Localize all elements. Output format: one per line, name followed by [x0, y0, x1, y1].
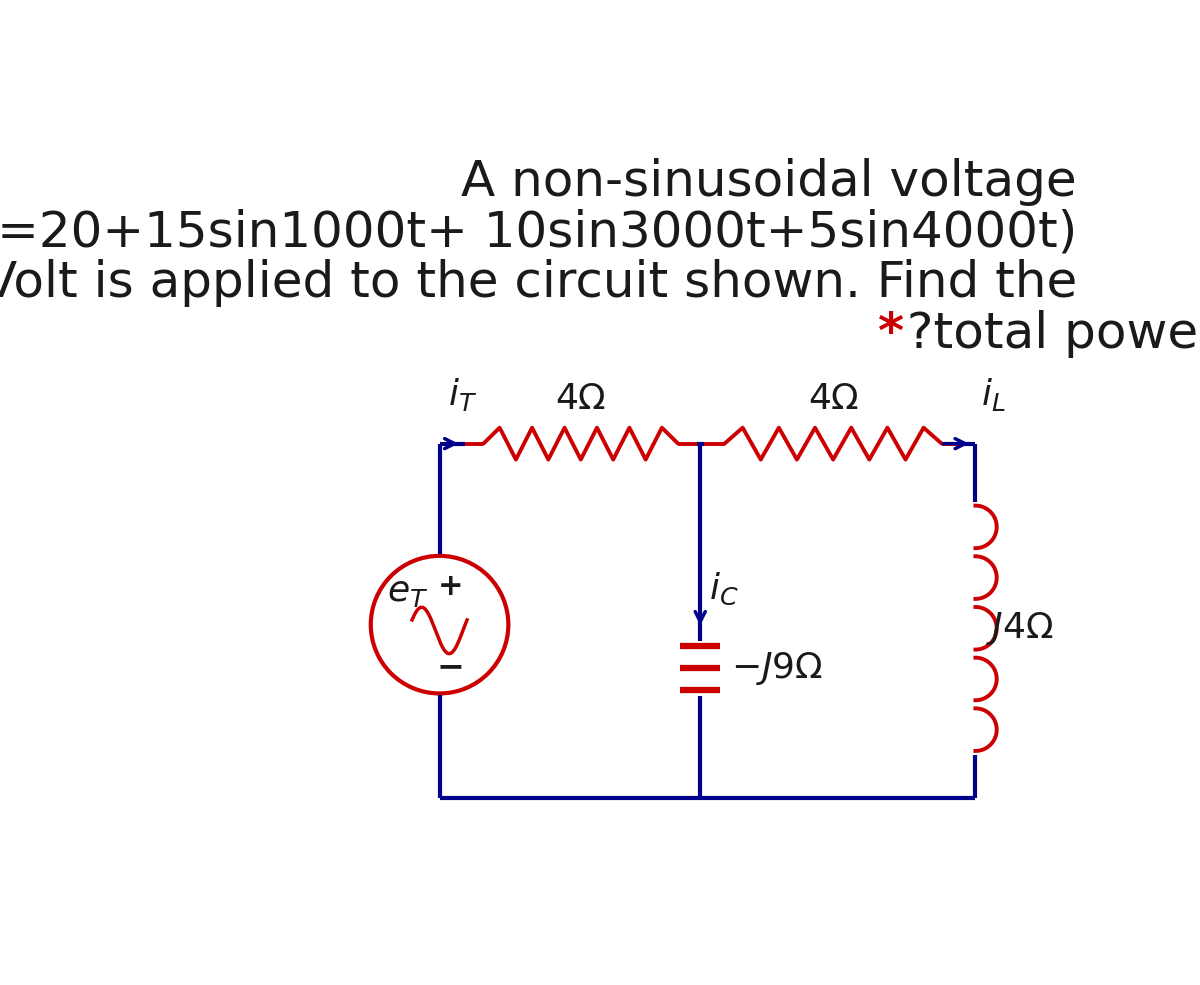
Text: (e=20+15sin1000t+ 10sin3000t+5sin4000t): (e=20+15sin1000t+ 10sin3000t+5sin4000t) [0, 208, 1076, 256]
Text: $4\Omega$: $4\Omega$ [808, 382, 859, 416]
Text: $i_C$: $i_C$ [709, 570, 738, 607]
Text: +: + [438, 572, 463, 602]
Text: $i_T$: $i_T$ [449, 376, 478, 414]
Text: $e_T$: $e_T$ [388, 575, 428, 609]
Text: $4\Omega$: $4\Omega$ [556, 382, 606, 416]
Text: −: − [437, 650, 464, 684]
Text: $i_L$: $i_L$ [982, 376, 1006, 414]
Text: $J4\Omega$: $J4\Omega$ [986, 610, 1054, 647]
Text: A non-sinusoidal voltage: A non-sinusoidal voltage [461, 158, 1076, 206]
Text: *: * [877, 309, 922, 358]
Text: ?total power: ?total power [907, 309, 1200, 358]
Text: $-J9\Omega$: $-J9\Omega$ [731, 649, 823, 687]
Text: Volt is applied to the circuit shown. Find the: Volt is applied to the circuit shown. Fi… [0, 259, 1076, 307]
